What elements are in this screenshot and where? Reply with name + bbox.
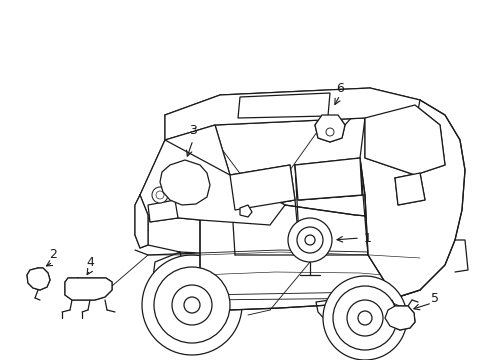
Polygon shape (240, 205, 251, 217)
Text: 6: 6 (335, 81, 343, 95)
Polygon shape (148, 200, 178, 222)
Circle shape (346, 300, 382, 336)
Circle shape (154, 267, 229, 343)
Circle shape (296, 227, 323, 253)
Circle shape (152, 187, 168, 203)
Polygon shape (394, 173, 424, 205)
Polygon shape (200, 205, 431, 310)
Text: 4: 4 (86, 256, 94, 269)
Circle shape (332, 286, 396, 350)
Polygon shape (160, 160, 209, 205)
Circle shape (323, 276, 406, 360)
Polygon shape (359, 100, 464, 298)
Circle shape (325, 128, 333, 136)
Polygon shape (384, 306, 414, 330)
Polygon shape (164, 88, 419, 140)
Text: 2: 2 (49, 248, 57, 261)
Circle shape (142, 255, 242, 355)
Polygon shape (164, 125, 229, 195)
Polygon shape (238, 93, 329, 118)
Polygon shape (229, 165, 294, 210)
Polygon shape (314, 115, 345, 142)
Polygon shape (364, 105, 444, 175)
Text: 5: 5 (430, 292, 438, 305)
Circle shape (287, 218, 331, 262)
Circle shape (305, 235, 314, 245)
Circle shape (357, 311, 371, 325)
Circle shape (156, 191, 163, 199)
Polygon shape (294, 158, 361, 200)
Polygon shape (27, 268, 50, 290)
Polygon shape (65, 278, 112, 300)
Text: 3: 3 (189, 123, 197, 136)
Polygon shape (140, 140, 285, 225)
Circle shape (172, 285, 212, 325)
Text: 1: 1 (363, 231, 371, 244)
Circle shape (183, 297, 200, 313)
Polygon shape (135, 195, 148, 248)
